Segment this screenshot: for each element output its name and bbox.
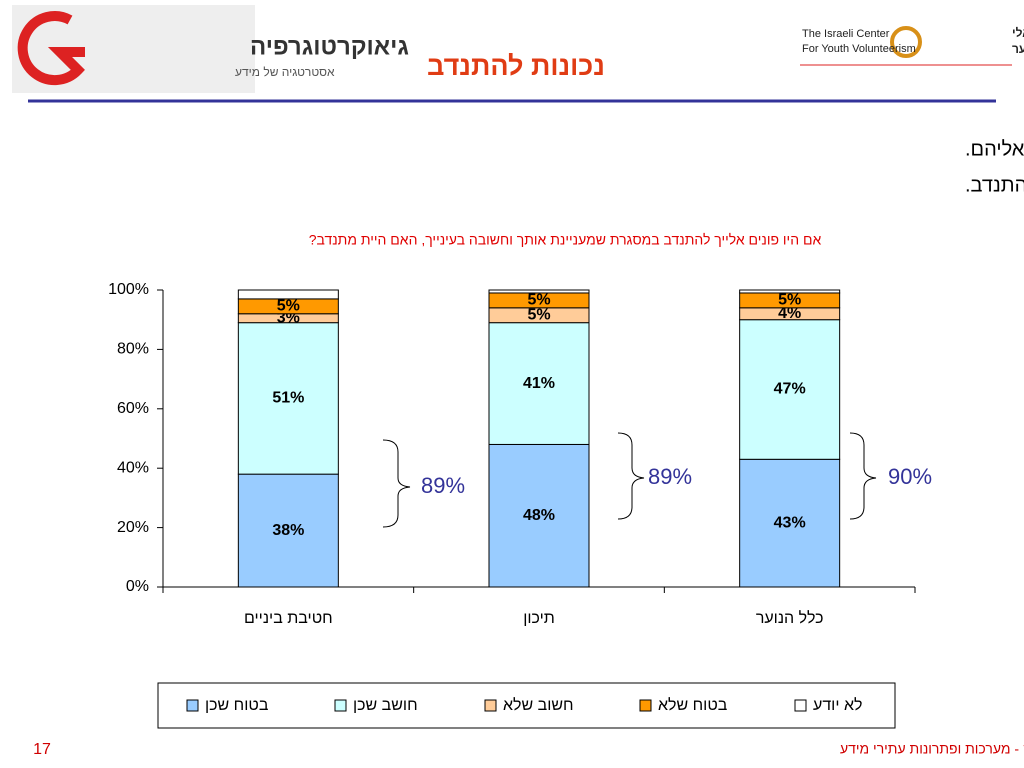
annotation: 89% [421, 473, 465, 498]
annotation: 90% [888, 464, 932, 489]
logo-right-he: להתנדבות נוער [1012, 42, 1024, 56]
value-label: 38% [272, 522, 304, 539]
logo-left-sub: אסטרטגיה של מידע [235, 65, 335, 79]
logo-g [17, 11, 85, 86]
bracket [617, 432, 645, 520]
value-label: 5% [277, 298, 300, 315]
value-label: 41% [523, 375, 555, 392]
legend-label: חושב שכן [353, 697, 418, 714]
value-label: 48% [523, 507, 555, 524]
footer-text: גיאוקרטוגרפיה - מחקרי שיווק ודעת קהל - פ… [840, 741, 1024, 757]
bar-segment [237, 473, 339, 588]
legend-swatch [186, 699, 199, 712]
value-label: 43% [774, 514, 806, 531]
bracket [382, 439, 411, 528]
legend-box [157, 682, 896, 729]
bar-segment [488, 289, 590, 294]
value-label: 47% [774, 381, 806, 398]
legend-swatch [484, 699, 497, 712]
bracket [849, 432, 877, 520]
value-label: 5% [778, 292, 801, 309]
logo-right-en: The Israeli Center [802, 28, 890, 40]
y-tick-label: 0% [126, 578, 149, 595]
y-tick-label: 100% [108, 281, 149, 298]
value-label: 51% [272, 390, 304, 407]
bar-segment [488, 443, 590, 588]
logo-right-he: המרכז הישראלי [1012, 26, 1024, 40]
annotation: 89% [648, 464, 692, 489]
legend-label: בטוח שכן [205, 697, 269, 714]
y-tick-label: 20% [117, 519, 149, 536]
body-line: לא נמצאו הבדלים מובהקים בין קבוצות שונות… [965, 174, 1024, 196]
value-label: 5% [527, 292, 550, 309]
bar-segment [739, 289, 841, 294]
y-tick-label: 80% [117, 341, 149, 358]
legend-label: חשוב שלא [503, 696, 574, 714]
x-tick-label: תיכון [523, 610, 555, 627]
x-tick-label: חטיבת ביניים [244, 610, 333, 627]
body-line: 90% מבני הנוער, שאינם מתנדבים כיום, מגלי… [965, 138, 1024, 160]
value-label: 5% [527, 306, 550, 323]
y-tick-label: 40% [117, 459, 149, 476]
value-label: 4% [778, 305, 801, 322]
slide-title: נכונות להתנדב [427, 51, 605, 81]
legend-label: בטוח שלא [658, 696, 728, 714]
legend-swatch [794, 699, 807, 712]
chart-title: אם היו פונים אלייך להתנדב במסגרת שמעניינ… [309, 232, 822, 248]
bar-segment [739, 319, 841, 460]
y-tick-label: 60% [117, 400, 149, 417]
logo-left: גיאוקרטוגרפיה [250, 33, 409, 60]
page-number: 17 [33, 741, 51, 758]
legend-label: לא יודע [813, 696, 862, 714]
bar-segment [237, 289, 339, 300]
bar-segment [237, 322, 339, 475]
legend-swatch [639, 699, 652, 712]
logo-right-icon [890, 26, 922, 58]
bar-segment [739, 458, 841, 588]
legend-swatch [334, 699, 347, 712]
logo-right-en: For Youth Volunteerism [802, 43, 916, 55]
x-tick-label: כלל הנוער [756, 609, 824, 627]
